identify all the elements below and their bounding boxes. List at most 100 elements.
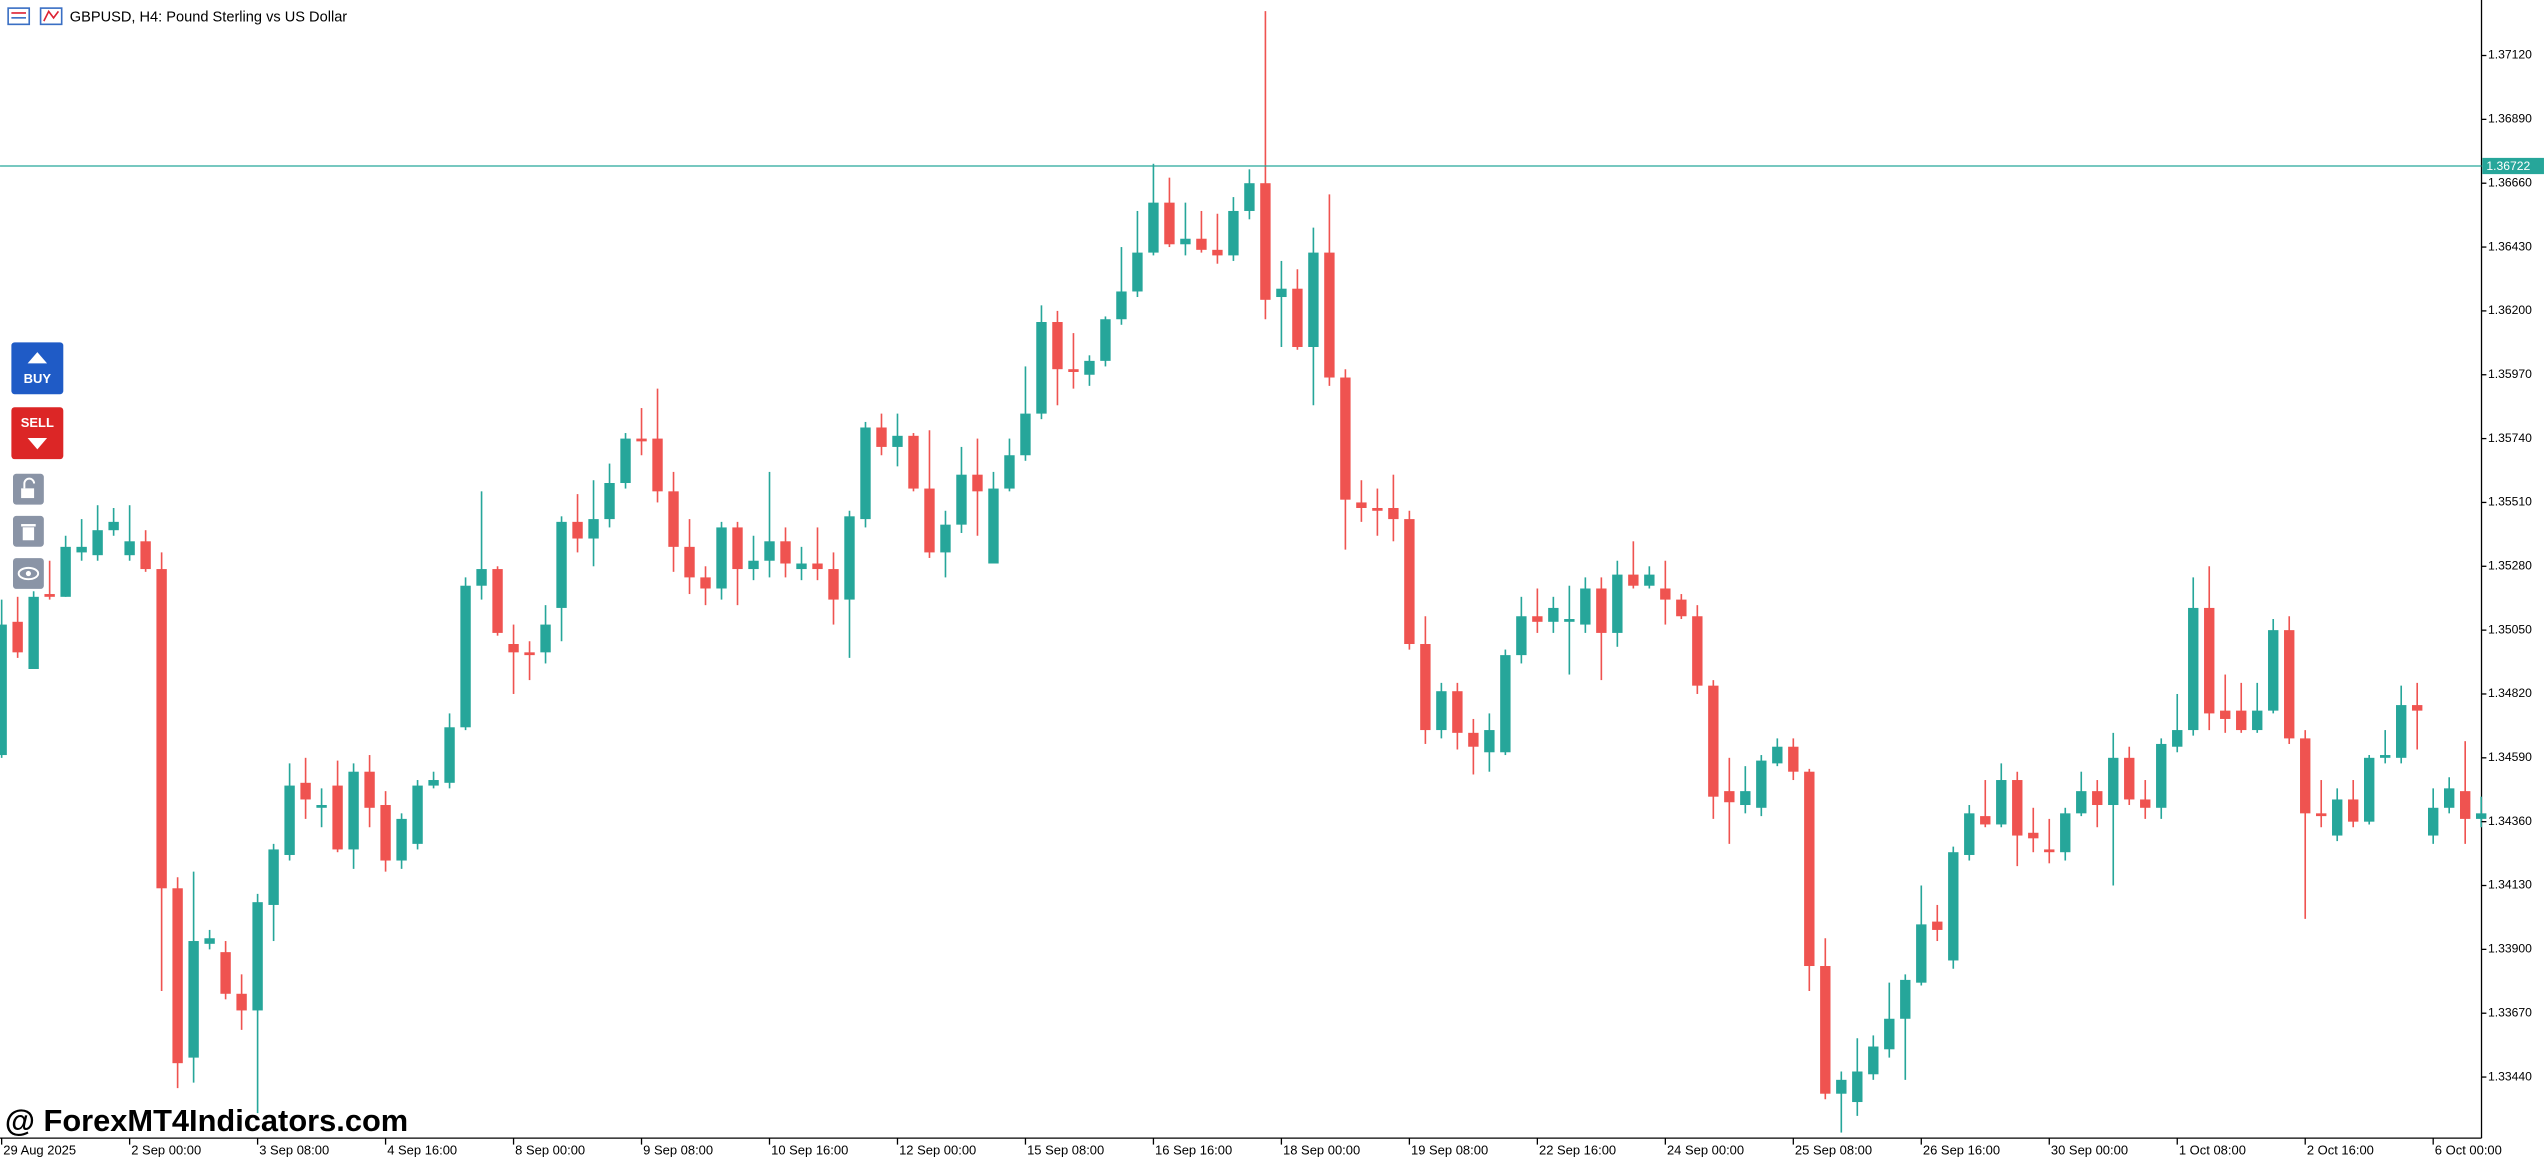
x-tick-label: 26 Sep 16:00 <box>1923 1143 2000 1158</box>
x-tick-label: 22 Sep 16:00 <box>1539 1143 1616 1158</box>
y-tick-label: 1.36430 <box>2488 239 2532 253</box>
candle-body <box>764 541 775 561</box>
candle-body <box>988 488 999 564</box>
candle-body <box>396 818 407 861</box>
candle-body <box>2475 813 2487 819</box>
candle-body <box>1708 685 1719 797</box>
candle-body <box>2172 730 2183 747</box>
candle-body <box>2348 799 2359 822</box>
candle-body <box>1164 202 1175 245</box>
x-tick-label: 29 Aug 2025 <box>3 1143 76 1158</box>
x-tick-label: 30 Sep 00:00 <box>2051 1143 2128 1158</box>
candle-body <box>1052 322 1063 370</box>
candle-body <box>828 569 839 600</box>
y-tick-label: 1.34590 <box>2488 750 2532 764</box>
buy-button[interactable]: BUY <box>11 342 64 395</box>
candle-body <box>2076 791 2087 814</box>
x-tick-label: 12 Sep 00:00 <box>899 1143 976 1158</box>
candle-body <box>2444 788 2455 808</box>
candle-body <box>1804 771 1815 967</box>
candle-body <box>1996 780 2007 825</box>
candle-body <box>2012 780 2023 836</box>
buy-label[interactable]: BUY <box>24 371 52 386</box>
x-tick-label: 24 Sep 00:00 <box>1667 1143 1744 1158</box>
candle-body <box>1548 607 1559 622</box>
candle-body <box>492 569 503 633</box>
delete-button[interactable] <box>13 515 44 547</box>
candle-body <box>972 474 983 492</box>
candle-body <box>780 541 791 564</box>
candle-body <box>28 596 39 669</box>
candle-body <box>1100 319 1111 361</box>
lock-button[interactable] <box>13 473 44 505</box>
candle-body <box>860 427 871 520</box>
sell-button[interactable]: SELL <box>11 407 64 460</box>
candle-body <box>1740 791 1751 806</box>
y-tick-label: 1.35510 <box>2488 495 2532 509</box>
current-price-tag <box>2482 157 2544 175</box>
candle-body <box>1148 202 1159 253</box>
candle-body <box>2364 757 2375 822</box>
candle-body <box>476 569 487 586</box>
candle-body <box>1900 979 1911 1019</box>
candle-body <box>1292 288 1303 347</box>
candle-body <box>1868 1046 1879 1075</box>
candle-body <box>1692 616 1703 686</box>
candle-body <box>1404 519 1415 645</box>
candle-body <box>1180 238 1191 245</box>
candle-body <box>156 569 167 889</box>
candle-body <box>2252 710 2263 731</box>
candle-body <box>1468 732 1479 747</box>
candle-body <box>1372 507 1383 511</box>
candle-body <box>12 621 23 653</box>
candle-body <box>2428 807 2439 836</box>
candle-body <box>348 771 359 850</box>
candle-body <box>2044 849 2055 853</box>
candle-body <box>1628 574 1639 586</box>
x-tick-label: 3 Sep 08:00 <box>259 1143 329 1158</box>
candle-body <box>940 524 951 553</box>
x-tick-label: 8 Sep 00:00 <box>515 1143 585 1158</box>
candle-body <box>1324 252 1335 378</box>
x-tick-label: 25 Sep 08:00 <box>1795 1143 1872 1158</box>
candle-body <box>748 560 759 570</box>
candle-body <box>1916 924 1927 983</box>
candle-body <box>2092 791 2103 806</box>
candle-body <box>2156 743 2167 808</box>
candle-body <box>444 727 455 783</box>
candle-body <box>1580 588 1591 625</box>
visibility-button[interactable] <box>13 558 44 589</box>
candle-body <box>2188 607 2199 731</box>
candle-body <box>1452 691 1463 733</box>
candle-body <box>1196 238 1207 250</box>
candle-body <box>812 563 823 570</box>
y-tick-label: 1.35050 <box>2488 622 2532 636</box>
candle-body <box>2268 630 2279 711</box>
candle-body <box>2124 757 2135 800</box>
y-tick-label: 1.34130 <box>2488 878 2532 892</box>
y-tick-label: 1.36200 <box>2488 303 2532 317</box>
candle-body <box>140 541 151 570</box>
candle-body <box>2220 710 2231 719</box>
candle-body <box>1948 852 1959 961</box>
candle-body <box>124 541 135 556</box>
candle-body <box>1932 921 1943 930</box>
candle-body <box>2332 799 2343 836</box>
candle-body <box>716 527 727 589</box>
candle-body <box>540 624 551 653</box>
y-tick-label: 1.35740 <box>2488 431 2532 445</box>
candle-body <box>2459 791 2471 819</box>
candle-body <box>732 527 743 570</box>
sell-label[interactable]: SELL <box>21 415 54 430</box>
x-tick-label: 16 Sep 16:00 <box>1155 1143 1232 1158</box>
candle-body <box>2284 630 2295 739</box>
candle-body <box>1276 288 1287 298</box>
plot-area <box>0 11 2487 1133</box>
y-tick-label: 1.34820 <box>2488 686 2532 700</box>
candle-body <box>1212 249 1223 256</box>
candle-body <box>556 521 567 608</box>
candle-body <box>844 516 855 600</box>
candle-body <box>1436 691 1447 731</box>
x-tick-label: 4 Sep 16:00 <box>387 1143 457 1158</box>
